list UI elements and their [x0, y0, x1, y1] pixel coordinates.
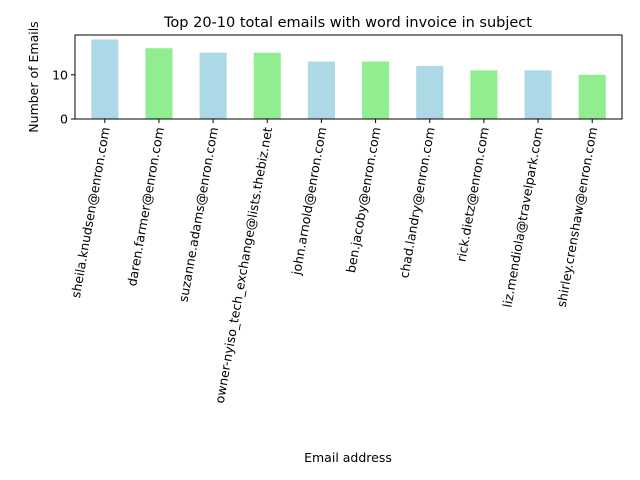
y-tick-label-2: 10 — [52, 67, 68, 82]
x-tick-label-6: ben.jacoby@enron.com — [343, 126, 383, 274]
plot-frame — [74, 34, 623, 120]
bars-group — [91, 39, 606, 120]
bar-7 — [416, 65, 444, 119]
bar-6 — [362, 61, 390, 119]
x-tick-label-10: shirley.crenshaw@enron.com — [554, 126, 600, 309]
x-tick-label-9: liz.mendiola@travelpark.com — [499, 126, 546, 309]
x-tick-label-2: daren.farmer@enron.com — [124, 126, 167, 287]
y-tick-label-1: 0 — [60, 112, 68, 127]
x-axis-label: Email address — [304, 450, 392, 465]
y-axis: 0 10 — [52, 67, 75, 127]
x-axis: sheila.knudsen@enron.com daren.farmer@enr… — [68, 119, 600, 404]
bar-5 — [307, 61, 335, 119]
chart-title: Top 20-10 total emails with word invoice… — [163, 15, 532, 31]
x-tick-label-4: owner-nyiso_tech_exchange@lists.thebiz.n… — [212, 126, 275, 405]
bar-2 — [145, 48, 173, 120]
x-tick-label-7: chad.landry@enron.com — [396, 126, 437, 279]
bar-8 — [470, 70, 498, 119]
bar-4 — [253, 52, 281, 119]
x-tick-label-3: suzanne.adams@enron.com — [175, 126, 221, 303]
bar-9 — [524, 70, 552, 119]
x-tick-label-1: sheila.knudsen@enron.com — [68, 126, 113, 299]
y-axis-label: Number of Emails — [26, 21, 41, 132]
x-tick-label-8: rick.dietz@enron.com — [453, 126, 491, 263]
x-tick-label-5: john.arnold@enron.com — [288, 126, 329, 277]
bar-3 — [199, 52, 227, 119]
bar-10 — [578, 74, 606, 119]
bar-1 — [91, 39, 119, 119]
